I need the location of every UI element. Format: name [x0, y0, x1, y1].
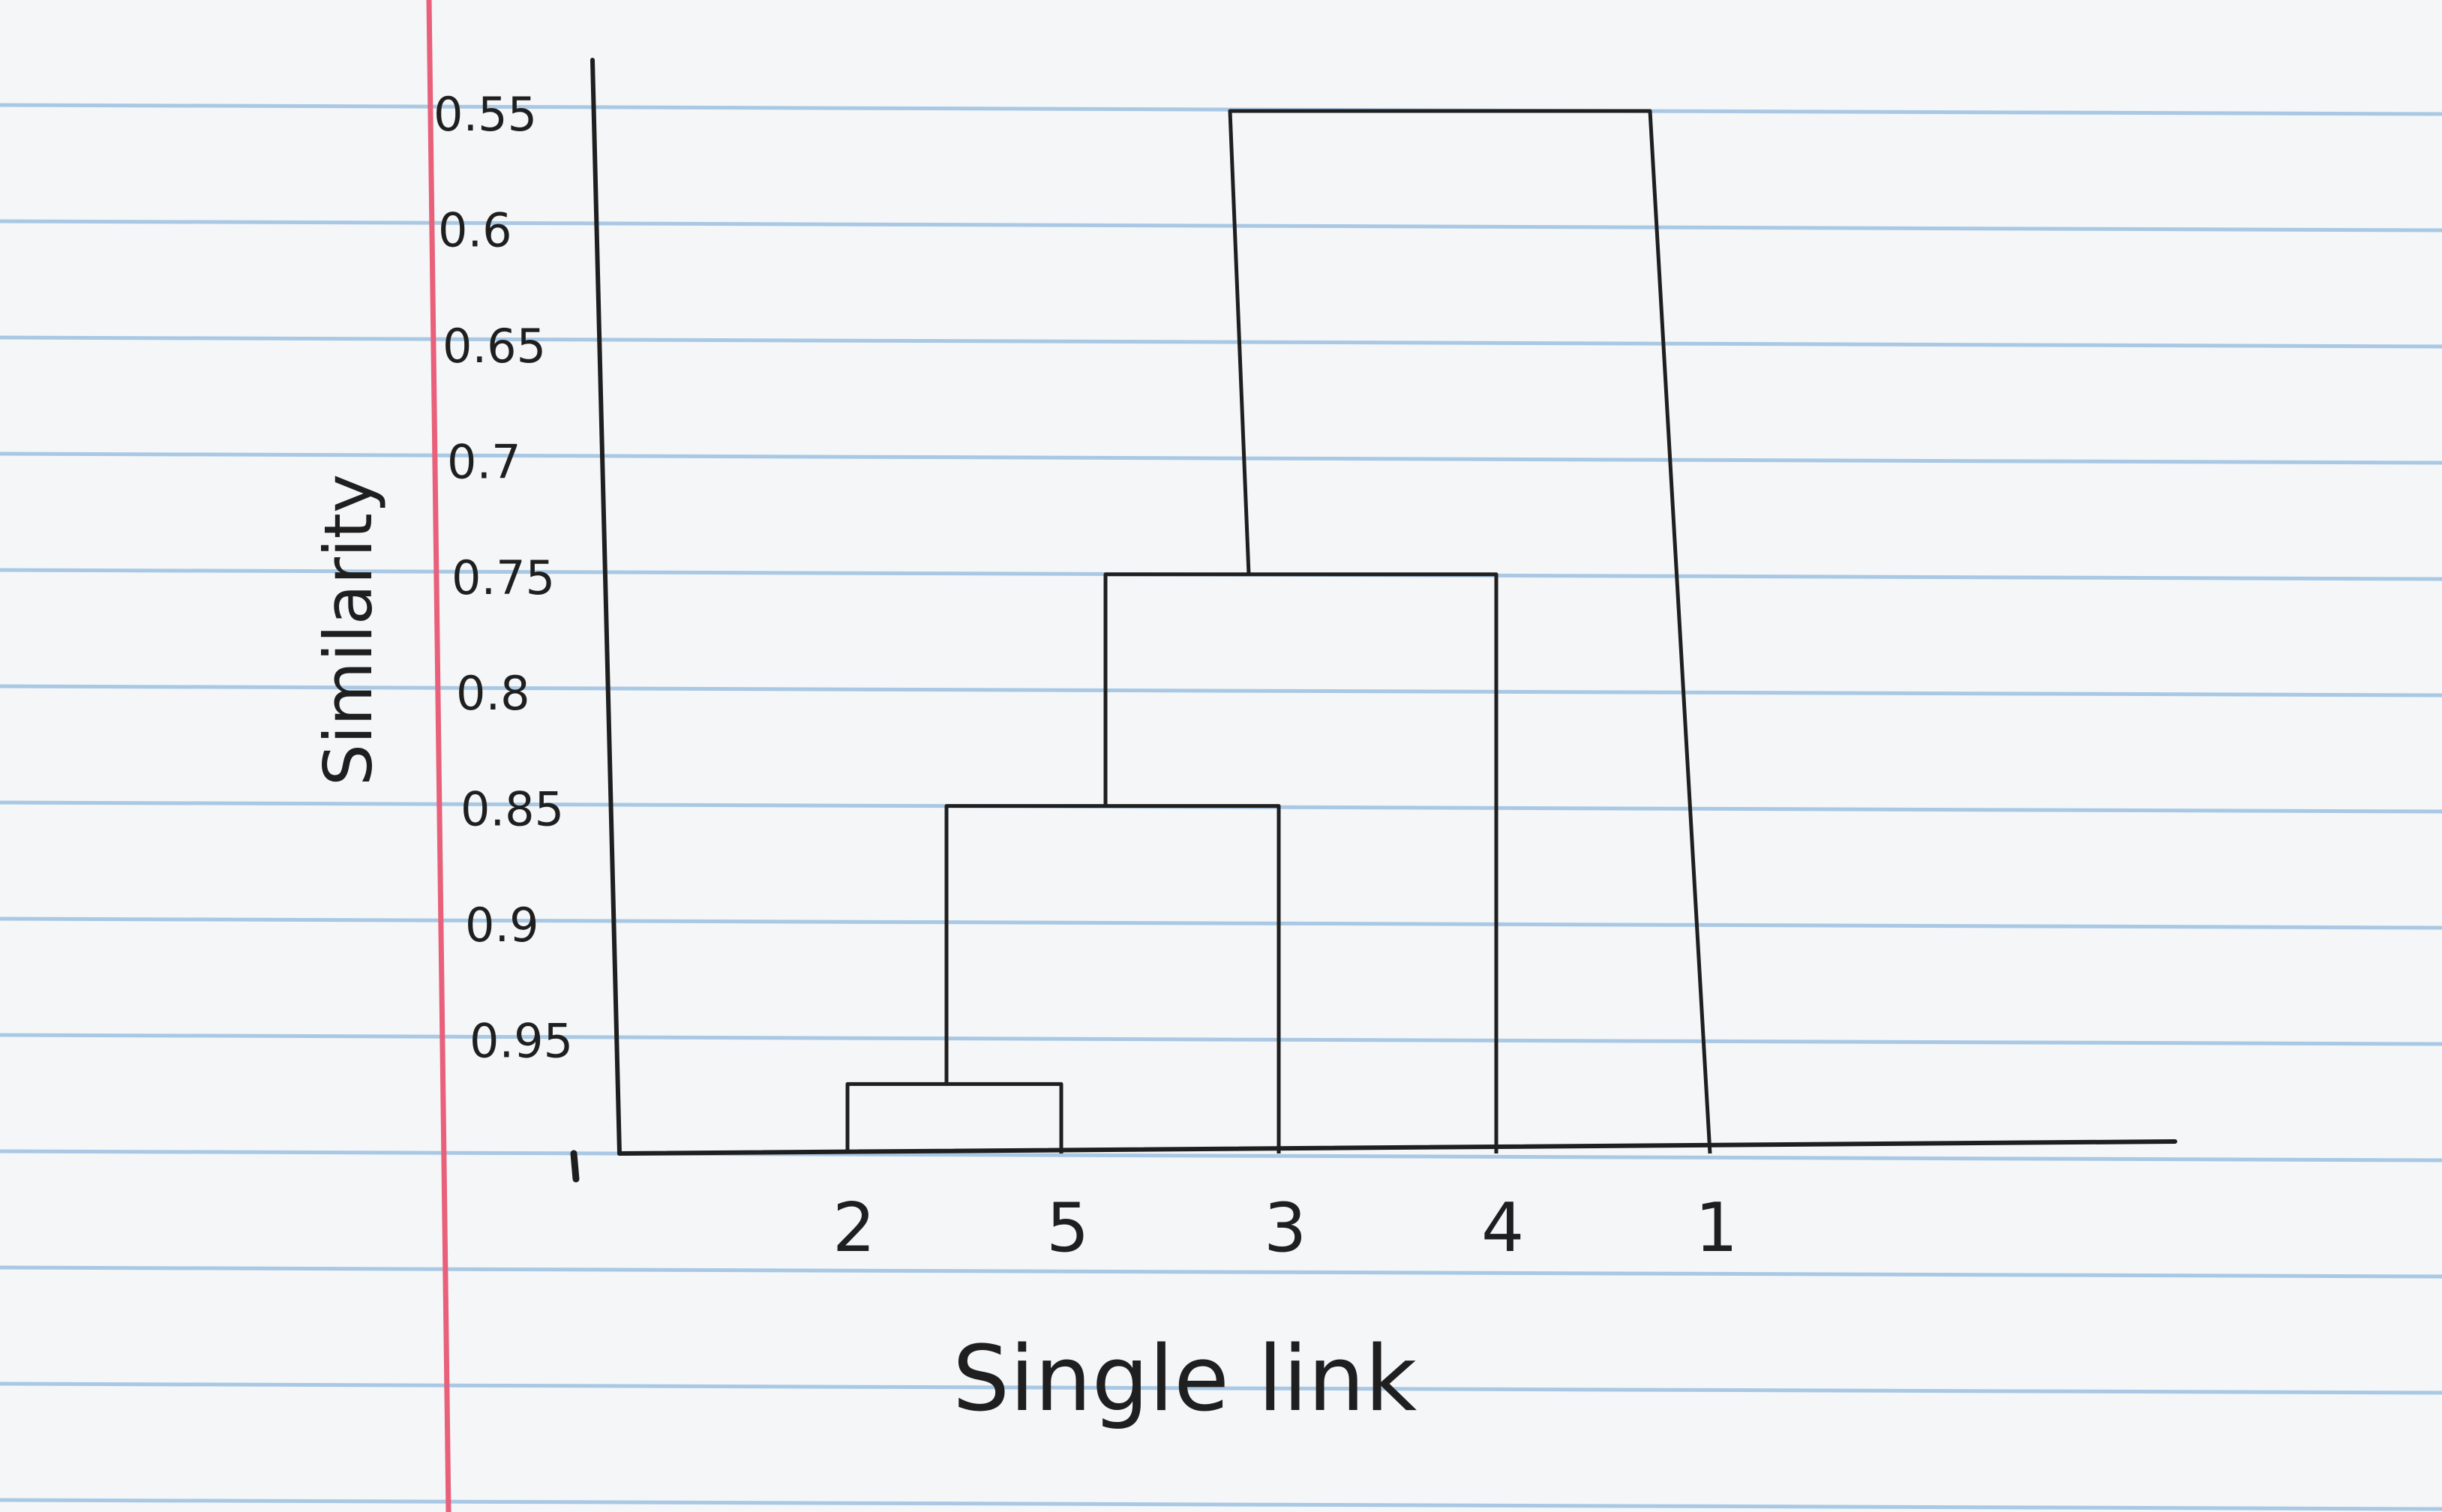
dendrogram-link: [1228, 109, 1712, 1154]
leaf-label: 5: [1046, 1189, 1089, 1268]
y-tick-label: 0.55: [434, 87, 537, 142]
x-axis-line: [617, 1139, 2177, 1156]
chart-axes: [570, 58, 2177, 1183]
y-tick-label: 0.6: [438, 202, 512, 257]
leaf-label: 2: [832, 1189, 875, 1268]
ruled-line: [0, 219, 2442, 232]
ruled-line: [0, 1265, 2442, 1279]
ruled-line: [0, 452, 2442, 465]
ruled-line: [0, 684, 2442, 698]
y-tick-label: 0.75: [452, 550, 555, 605]
dendrogram-link: [944, 804, 1281, 1154]
y-axis-line: [590, 58, 622, 1156]
y-tick-label: 0.95: [470, 1014, 573, 1069]
leaf-label: 3: [1264, 1189, 1306, 1268]
y-tick-label: 0.7: [447, 434, 521, 489]
leaf-labels: 2 5 3 4 1: [832, 1189, 1738, 1268]
leaf-label: 1: [1695, 1189, 1738, 1268]
ruled-line: [0, 1033, 2442, 1046]
dendrogram-link: [1103, 572, 1498, 1154]
ruled-line: [0, 1498, 2442, 1511]
leaf-label: 4: [1481, 1189, 1524, 1268]
dendrogram-link: [845, 1082, 1064, 1154]
y-axis-label: Similarity: [310, 474, 387, 786]
ruled-line: [0, 1382, 2442, 1395]
y-tick-label: 0.8: [456, 666, 530, 721]
ruled-line: [0, 103, 2442, 116]
margin-line: [426, 0, 452, 1512]
ruled-line: [0, 1149, 2442, 1162]
y-tick-label: 0.65: [442, 319, 546, 374]
ruled-line: [0, 335, 2442, 349]
y-tick-label: 0.85: [460, 782, 564, 837]
y-tick-labels: 0.55 0.6 0.65 0.7 0.75 0.8 0.85 0.9 0.95: [434, 87, 573, 1069]
ruled-line: [0, 916, 2442, 930]
origin-tick: [570, 1150, 580, 1183]
y-tick-label: 0.9: [465, 898, 539, 952]
dendrogram-links: [845, 109, 1712, 1154]
chart-title: Single link: [952, 1328, 1418, 1432]
